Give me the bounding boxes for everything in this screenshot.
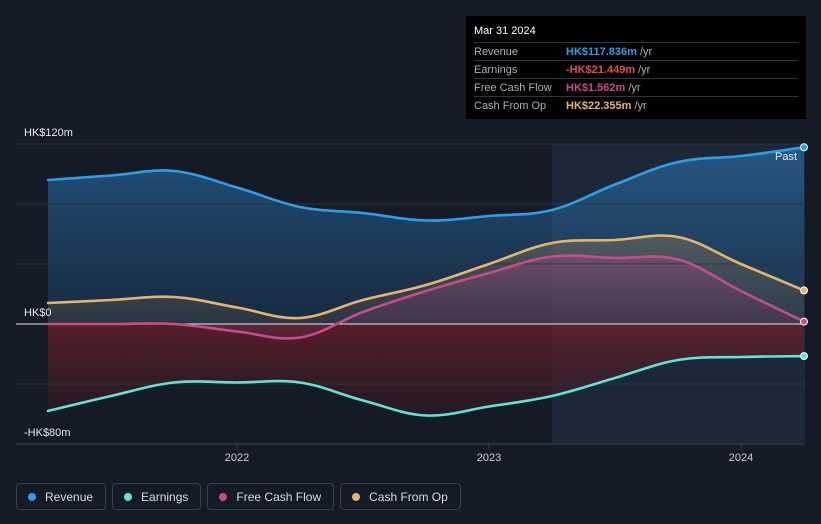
tooltip-fcf-label: Free Cash Flow <box>474 81 552 94</box>
tooltip-revenue-value: HK$117.836m <box>566 45 637 58</box>
y-tick-label: HK$0 <box>24 307 52 319</box>
tooltip-earnings-value: -HK$21.449m <box>566 63 636 76</box>
y-tick-label: -HK$80m <box>24 427 70 439</box>
x-tick-label: 2023 <box>477 452 501 464</box>
line-cash-from-op <box>46 234 806 320</box>
end-dot-free-cash-flow <box>800 317 808 326</box>
y-tick-label: HK$120m <box>24 127 73 139</box>
tooltip-row-fcf: Free Cash Flow HK$1.562m /yr <box>474 78 798 96</box>
line-free-cash-flow <box>46 254 806 340</box>
tooltip-earnings-unit: /yr <box>638 63 651 76</box>
tooltip-revenue-label: Revenue <box>474 45 519 58</box>
tooltip-fcf-unit: /yr <box>628 81 641 94</box>
end-dot-revenue <box>800 143 808 152</box>
tooltip-row-earnings: Earnings -HK$21.449m /yr <box>474 60 798 78</box>
area-earnings <box>48 324 804 416</box>
end-dot-earnings <box>800 352 808 361</box>
line-earnings <box>46 354 806 417</box>
legend-dot-icon <box>219 492 228 501</box>
legend-dot-icon <box>352 492 361 501</box>
chart-legend: Revenue Earnings Free Cash Flow Cash Fro… <box>16 483 461 510</box>
tooltip-row-cfo: Cash From Op HK$22.355m /yr <box>474 96 798 114</box>
legend-item-earnings[interactable]: Earnings <box>112 483 202 510</box>
tooltip-earnings-label: Earnings <box>474 63 518 76</box>
legend-label-earnings: Earnings <box>141 489 189 504</box>
line-revenue <box>46 146 806 222</box>
past-label: Past <box>775 151 797 163</box>
tooltip-fcf-value: HK$1.562m <box>566 81 626 94</box>
legend-label-cash-from-op: Cash From Op <box>369 489 448 504</box>
tooltip-panel: Mar 31 2024 Revenue HK$117.836m /yr Earn… <box>466 16 806 119</box>
end-dot-cash-from-op <box>800 286 808 295</box>
tooltip-cfo-value: HK$22.355m <box>566 99 632 112</box>
legend-dot-icon <box>124 492 133 501</box>
tooltip-cfo-label: Cash From Op <box>474 99 547 112</box>
tooltip-revenue-unit: /yr <box>639 45 653 58</box>
area-free-cash-flow <box>48 255 804 339</box>
tooltip-cfo-unit: /yr <box>634 99 647 112</box>
legend-dot-icon <box>28 492 36 501</box>
tooltip-date: Mar 31 2024 <box>474 25 536 37</box>
tooltip-row-revenue: Revenue HK$117.836m /yr <box>474 42 798 60</box>
legend-item-cash-from-op[interactable]: Cash From Op <box>340 483 461 510</box>
legend-item-revenue[interactable]: Revenue <box>16 483 107 510</box>
x-tick-label: 2024 <box>729 452 753 464</box>
legend-label-free-cash-flow: Free Cash Flow <box>236 489 322 504</box>
legend-item-free-cash-flow[interactable]: Free Cash Flow <box>207 483 335 510</box>
x-tick-label: 2022 <box>225 452 249 464</box>
legend-label-revenue: Revenue <box>45 489 94 504</box>
